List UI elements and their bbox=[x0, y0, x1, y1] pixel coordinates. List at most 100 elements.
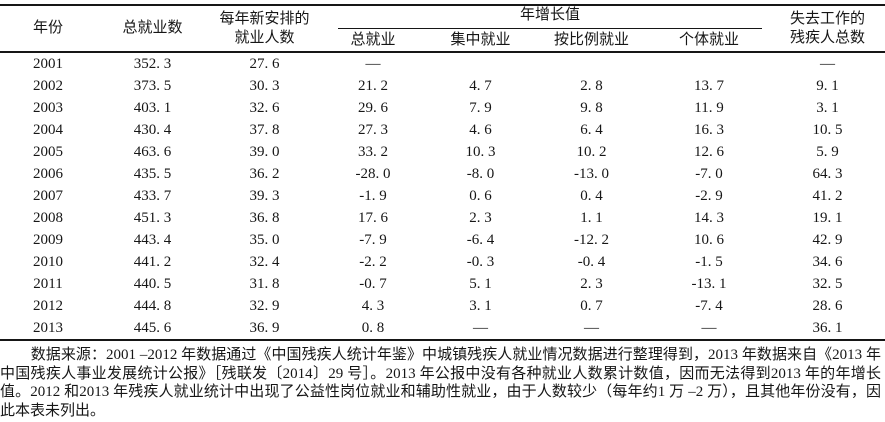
cell-year: 2003 bbox=[33, 99, 63, 116]
cell-newly: 30. 3 bbox=[249, 77, 280, 94]
cell-lost: 9. 1 bbox=[816, 77, 839, 94]
cell-growth-concentrated: -0. 3 bbox=[466, 253, 495, 270]
disabled-employment-table: 年份 总就业数 每年新安排的 就业人数 年增长值 失去工作的 残疾人总数 总就业… bbox=[0, 4, 885, 341]
cell-growth-concentrated: 3. 1 bbox=[469, 297, 492, 314]
col-header-lost-work: 失去工作的 残疾人总数 bbox=[770, 5, 885, 53]
table-row: 2011 440. 5 31. 8 -0. 7 5. 1 2. 3 -13. 1… bbox=[0, 273, 885, 295]
cell-total: 403. 1 bbox=[133, 99, 172, 116]
cell-growth-concentrated: -8. 0 bbox=[466, 165, 495, 182]
cell-growth-individual: -13. 1 bbox=[691, 275, 727, 292]
cell-growth-concentrated: 2. 3 bbox=[469, 209, 492, 226]
cell-lost: 64. 3 bbox=[812, 165, 843, 182]
cell-growth-individual: 12. 6 bbox=[694, 143, 724, 160]
cell-year: 2012 bbox=[33, 297, 63, 314]
table-body: 2001 352. 3 27. 6 — — 2002 373. 5 30. 3 … bbox=[0, 52, 885, 340]
cell-newly: 36. 9 bbox=[249, 319, 280, 336]
cell-growth-concentrated: 4. 6 bbox=[469, 121, 492, 138]
col-header-total-employment: 总就业数 bbox=[96, 5, 209, 53]
table-row: 2013 445. 6 36. 9 0. 8 — — — 36. 1 bbox=[0, 317, 885, 340]
cell-newly: 36. 2 bbox=[249, 165, 280, 182]
cell-growth-individual: 11. 9 bbox=[694, 99, 724, 116]
cell-total: 445. 6 bbox=[133, 319, 172, 336]
cell-total: 463. 6 bbox=[133, 143, 172, 160]
cell-lost: 10. 5 bbox=[812, 121, 843, 138]
table-row: 2007 433. 7 39. 3 -1. 9 0. 6 0. 4 -2. 9 … bbox=[0, 185, 885, 207]
cell-lost: 34. 6 bbox=[812, 253, 843, 270]
cell-growth-individual: -1. 5 bbox=[695, 253, 723, 270]
cell-total: 443. 4 bbox=[133, 231, 172, 248]
cell-total: 435. 5 bbox=[133, 165, 172, 182]
cell-newly: 32. 4 bbox=[249, 253, 280, 270]
cell-year: 2013 bbox=[33, 319, 63, 336]
cell-lost: 42. 9 bbox=[812, 231, 843, 248]
col-header-lost-work-line2: 残疾人总数 bbox=[790, 29, 866, 46]
cell-growth-proportional bbox=[535, 52, 648, 75]
cell-growth-proportional: 1. 1 bbox=[580, 209, 603, 226]
cell-year: 2009 bbox=[33, 231, 63, 248]
header-row-2: 总就业 集中就业 按比例就业 个体就业 bbox=[0, 29, 885, 53]
cell-growth-proportional: 10. 2 bbox=[576, 143, 607, 160]
cell-newly: 39. 3 bbox=[249, 187, 280, 204]
cell-growth-proportional: -12. 2 bbox=[574, 231, 609, 248]
table-row: 2006 435. 5 36. 2 -28. 0 -8. 0 -13. 0 -7… bbox=[0, 163, 885, 185]
cell-lost: — bbox=[820, 55, 836, 72]
cell-growth-concentrated: 7. 9 bbox=[469, 99, 492, 116]
cell-growth-total: 27. 3 bbox=[358, 121, 388, 138]
cell-year: 2002 bbox=[33, 77, 63, 94]
cell-growth-total: 21. 2 bbox=[358, 77, 388, 94]
cell-growth-individual: — bbox=[701, 319, 717, 336]
col-header-growth-proportional: 按比例就业 bbox=[535, 29, 648, 53]
cell-growth-individual: 14. 3 bbox=[694, 209, 724, 226]
cell-growth-total: 0. 8 bbox=[361, 319, 385, 336]
cell-lost: 28. 6 bbox=[812, 297, 843, 314]
cell-lost: 36. 1 bbox=[812, 319, 843, 336]
cell-year: 2008 bbox=[33, 209, 63, 226]
cell-growth-total: -0. 7 bbox=[359, 275, 387, 292]
cell-growth-proportional: — bbox=[584, 319, 599, 336]
cell-growth-proportional: 9. 8 bbox=[580, 99, 603, 116]
col-header-lost-work-line1: 失去工作的 bbox=[790, 10, 866, 27]
cell-newly: 39. 0 bbox=[249, 143, 280, 160]
table-row: 2003 403. 1 32. 6 29. 6 7. 9 9. 8 11. 9 … bbox=[0, 97, 885, 119]
cell-growth-proportional: 2. 8 bbox=[580, 77, 603, 94]
col-header-newly-arranged-line1: 每年新安排的 bbox=[219, 10, 310, 27]
cell-growth-total: -28. 0 bbox=[355, 165, 391, 182]
table-row: 2001 352. 3 27. 6 — — bbox=[0, 52, 885, 75]
cell-growth-proportional: -13. 0 bbox=[574, 165, 609, 182]
col-header-growth-total: 总就业 bbox=[320, 29, 426, 53]
table-header: 年份 总就业数 每年新安排的 就业人数 年增长值 失去工作的 残疾人总数 总就业… bbox=[0, 5, 885, 53]
cell-growth-concentrated: 10. 3 bbox=[465, 143, 496, 160]
cell-total: 451. 3 bbox=[133, 209, 172, 226]
cell-year: 2005 bbox=[33, 143, 63, 160]
cell-growth-concentrated: 4. 7 bbox=[469, 77, 492, 94]
cell-lost: 19. 1 bbox=[812, 209, 843, 226]
table-row: 2010 441. 2 32. 4 -2. 2 -0. 3 -0. 4 -1. … bbox=[0, 251, 885, 273]
cell-growth-proportional: 0. 4 bbox=[580, 187, 603, 204]
cell-growth-total: -7. 9 bbox=[359, 231, 387, 248]
cell-growth-concentrated bbox=[426, 52, 535, 75]
cell-growth-individual: -7. 4 bbox=[695, 297, 723, 314]
table-row: 2002 373. 5 30. 3 21. 2 4. 7 2. 8 13. 7 … bbox=[0, 75, 885, 97]
cell-growth-concentrated: 5. 1 bbox=[469, 275, 492, 292]
cell-growth-proportional: 6. 4 bbox=[580, 121, 603, 138]
cell-growth-total: 29. 6 bbox=[358, 99, 388, 116]
table-row: 2012 444. 8 32. 9 4. 3 3. 1 0. 7 -7. 4 2… bbox=[0, 295, 885, 317]
cell-newly: 37. 8 bbox=[249, 121, 280, 138]
cell-total: 430. 4 bbox=[133, 121, 172, 138]
cell-newly: 32. 9 bbox=[249, 297, 280, 314]
cell-newly: 27. 6 bbox=[249, 55, 280, 72]
cell-total: 433. 7 bbox=[133, 187, 172, 204]
cell-lost: 3. 1 bbox=[816, 99, 839, 116]
cell-growth-total: 33. 2 bbox=[358, 143, 388, 160]
cell-newly: 32. 6 bbox=[249, 99, 280, 116]
cell-growth-concentrated: — bbox=[473, 319, 488, 336]
table-row: 2008 451. 3 36. 8 17. 6 2. 3 1. 1 14. 3 … bbox=[0, 207, 885, 229]
table-row: 2004 430. 4 37. 8 27. 3 4. 6 6. 4 16. 3 … bbox=[0, 119, 885, 141]
cell-total: 440. 5 bbox=[133, 275, 172, 292]
cell-growth-total: — bbox=[365, 55, 381, 72]
source-note: 数据来源：2001 –2012 年数据通过《中国残疾人统计年鉴》中城镇残疾人就业… bbox=[0, 347, 881, 419]
col-header-year: 年份 bbox=[0, 5, 96, 53]
cell-lost: 41. 2 bbox=[812, 187, 843, 204]
cell-lost: 5. 9 bbox=[816, 143, 839, 160]
